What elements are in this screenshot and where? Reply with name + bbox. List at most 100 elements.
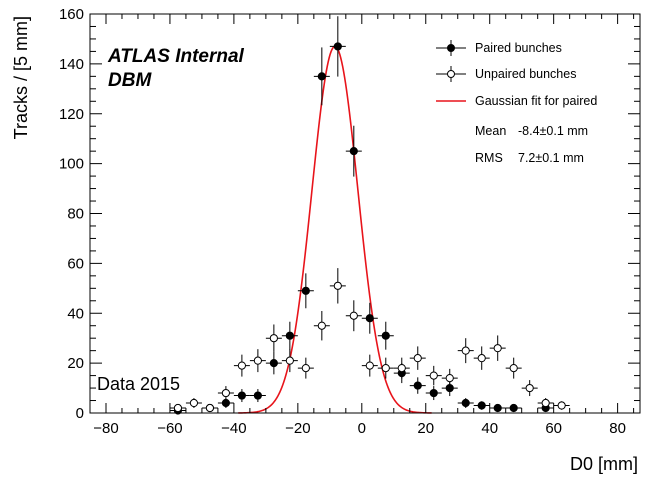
legend-paired-label: Paired bunches	[475, 41, 562, 55]
paired-marker	[349, 147, 358, 156]
paired-data-point	[345, 125, 362, 177]
paired-marker	[381, 331, 390, 340]
unpaired-data-point	[489, 335, 506, 361]
unpaired-marker	[397, 364, 406, 373]
unpaired-data-point	[249, 349, 266, 373]
unpaired-marker	[493, 344, 502, 353]
y-tick-label: 0	[76, 405, 84, 422]
unpaired-data-point	[313, 311, 330, 341]
unpaired-marker	[365, 361, 374, 370]
y-tick-label: 140	[59, 56, 84, 73]
paired-marker	[333, 42, 342, 51]
x-tick-label: 20	[417, 420, 434, 437]
unpaired-marker	[269, 334, 278, 343]
paired-marker	[509, 403, 518, 413]
paired-marker	[365, 314, 374, 323]
x-tick-label: 80	[609, 420, 626, 437]
y-tick-label: 160	[59, 6, 84, 23]
paired-marker	[493, 403, 502, 413]
legend: Paired bunches Unpaired bunches Gaussian…	[436, 40, 597, 165]
paired-data-point	[457, 398, 474, 409]
paired-data-point	[377, 321, 394, 350]
unpaired-marker	[461, 346, 470, 355]
unpaired-data-point	[409, 346, 426, 370]
unpaired-data-point	[345, 300, 362, 332]
paired-marker	[317, 72, 326, 81]
unpaired-data-point	[185, 398, 202, 409]
unpaired-marker	[285, 356, 294, 365]
paired-marker	[461, 398, 470, 408]
unpaired-marker	[301, 364, 310, 373]
paired-data-point	[265, 351, 282, 375]
x-tick-label: 0	[358, 420, 366, 437]
unpaired-marker	[381, 364, 390, 373]
unpaired-data-point	[457, 338, 474, 364]
paired-marker	[285, 331, 294, 340]
y-tick-label: 20	[67, 355, 84, 372]
unpaired-data-point	[521, 380, 538, 397]
unpaired-data-point	[425, 365, 442, 386]
unpaired-marker	[349, 311, 358, 320]
data-points-layer	[169, 16, 570, 415]
unpaired-data-point	[441, 368, 458, 388]
y-tick-label: 80	[67, 206, 84, 223]
x-axis-title: D0 [mm]	[570, 454, 638, 474]
y-tick-label: 40	[67, 305, 84, 322]
paired-data-point	[233, 389, 250, 403]
unpaired-marker	[221, 388, 231, 398]
unpaired-marker	[413, 354, 422, 363]
unpaired-data-point	[297, 357, 314, 379]
x-tick-label: −60	[157, 420, 182, 437]
paired-data-point	[425, 386, 442, 401]
x-tick-label: −40	[221, 420, 246, 437]
axes-layer: −80 −60 −40 −20 0 20 40 60 80 0 20 40 60 80 100 120 140 1…	[59, 6, 640, 437]
unpaired-data-point	[377, 357, 394, 379]
x-tick-label: 60	[545, 420, 562, 437]
paired-data-point	[329, 16, 346, 77]
legend-fit-label: Gaussian fit for paired	[475, 94, 597, 108]
unpaired-marker	[253, 356, 262, 365]
unpaired-data-point	[281, 349, 298, 373]
unpaired-data-point	[537, 398, 554, 409]
paired-marker	[429, 388, 438, 398]
y-axis-title: Tracks / [5 mm]	[11, 16, 31, 139]
legend-unpaired-marker	[447, 70, 455, 78]
paired-data-point	[281, 321, 298, 350]
unpaired-marker	[173, 403, 183, 413]
dbm-label: DBM	[108, 70, 152, 91]
unpaired-marker	[477, 354, 486, 363]
paired-data-point	[441, 380, 458, 397]
y-tick-label: 120	[59, 106, 84, 123]
legend-rms-name: RMS	[475, 151, 503, 165]
y-tick-label: 60	[67, 255, 84, 272]
unpaired-data-point	[217, 386, 234, 401]
paired-data-point	[297, 273, 314, 309]
atlas-internal-label: ATLAS Internal	[107, 46, 245, 67]
unpaired-data-point	[169, 403, 186, 413]
unpaired-marker	[541, 398, 550, 408]
paired-data-point	[505, 403, 522, 413]
paired-marker	[269, 359, 278, 368]
legend-unpaired-label: Unpaired bunches	[475, 67, 576, 81]
unpaired-data-point	[505, 357, 522, 379]
unpaired-marker	[333, 281, 342, 290]
unpaired-marker	[525, 383, 534, 393]
paired-data-point	[409, 377, 426, 394]
unpaired-marker	[237, 361, 246, 370]
unpaired-data-point	[361, 354, 378, 377]
legend-item-fit: Gaussian fit for paired	[436, 94, 597, 108]
unpaired-marker	[445, 373, 454, 383]
paired-marker	[237, 391, 246, 400]
paired-marker	[477, 401, 486, 410]
unpaired-data-point	[473, 346, 490, 370]
unpaired-marker	[317, 321, 326, 330]
paired-marker	[221, 398, 231, 408]
unpaired-marker	[509, 364, 518, 373]
x-tick-label: 40	[481, 420, 498, 437]
unpaired-marker	[557, 401, 566, 410]
paired-data-point	[473, 401, 490, 410]
unpaired-marker	[429, 371, 438, 380]
paired-data-point	[249, 389, 266, 403]
unpaired-marker	[205, 403, 215, 413]
legend-paired-marker	[447, 44, 455, 52]
